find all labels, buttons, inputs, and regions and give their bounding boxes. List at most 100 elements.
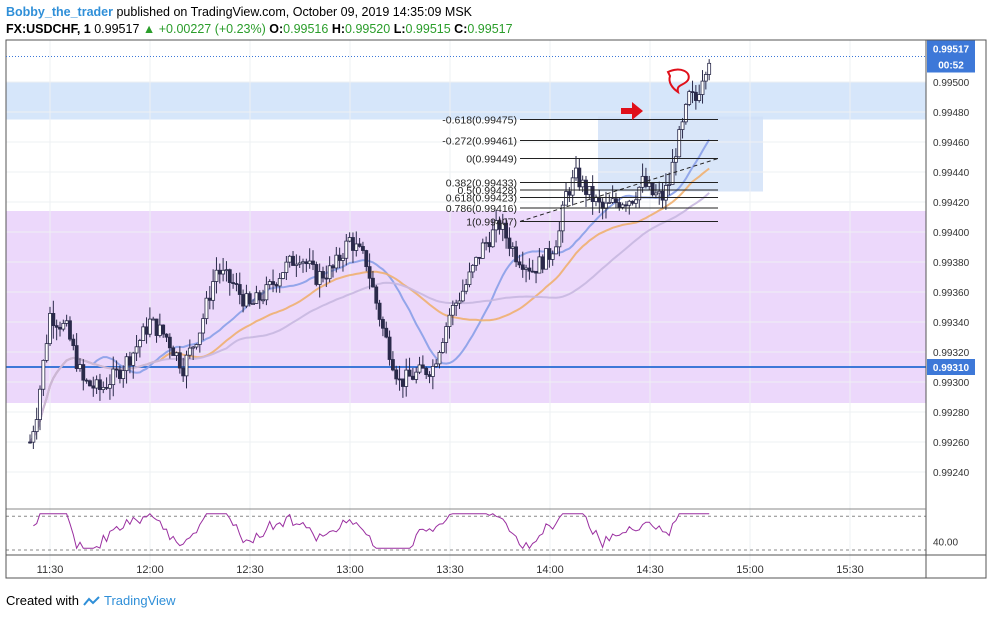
candle-body bbox=[560, 204, 565, 232]
candle-body bbox=[78, 364, 82, 369]
red-arrow-icon bbox=[621, 102, 643, 120]
candle-body bbox=[550, 253, 555, 260]
candle-body bbox=[44, 343, 49, 361]
low-value: 0.99515 bbox=[405, 22, 451, 36]
candle-body bbox=[28, 441, 32, 444]
candle-body bbox=[121, 370, 126, 379]
price-tick-label: 0.99440 bbox=[933, 168, 970, 179]
time-tick-label: 12:30 bbox=[236, 564, 264, 576]
candle-body bbox=[490, 229, 495, 248]
candle-body bbox=[247, 293, 252, 305]
candle-body bbox=[371, 277, 375, 288]
candle-body bbox=[211, 281, 216, 301]
candle-body bbox=[127, 356, 132, 366]
time-tick-label: 14:30 bbox=[636, 564, 664, 576]
candle-body bbox=[447, 314, 452, 327]
candle-body bbox=[224, 269, 229, 272]
candle-body bbox=[41, 360, 46, 390]
candle-body bbox=[151, 318, 156, 321]
candle-body bbox=[257, 292, 262, 301]
candle-body bbox=[61, 323, 66, 330]
candle-body bbox=[527, 267, 532, 272]
author-name[interactable]: Bobby_the_trader bbox=[6, 5, 113, 19]
price-tick-label: 0.99480 bbox=[933, 108, 970, 119]
candle-body bbox=[367, 266, 372, 279]
price-tick-label: 0.99360 bbox=[933, 288, 970, 299]
candle-body bbox=[440, 342, 445, 353]
candle-body bbox=[420, 364, 425, 369]
countdown-tag-label: 00:52 bbox=[938, 61, 964, 72]
fib-level-label: 0.382(0.99433) bbox=[446, 178, 517, 190]
candle-body bbox=[51, 313, 56, 326]
candle-body bbox=[637, 186, 642, 201]
candle-body bbox=[693, 91, 698, 101]
candle-body bbox=[351, 237, 355, 251]
support-level-tag-label: 0.99310 bbox=[933, 363, 970, 374]
time-tick-label: 13:30 bbox=[436, 564, 464, 576]
fib-level-label: 0.618(0.99423) bbox=[446, 193, 517, 205]
candle-body bbox=[474, 256, 479, 266]
candle-body bbox=[301, 261, 305, 264]
symbol-label: FX:USDCHF, 1 bbox=[6, 22, 91, 36]
candle-body bbox=[667, 183, 672, 186]
candle-body bbox=[484, 242, 489, 244]
fib-level-label: 0.786(0.99416) bbox=[446, 203, 517, 215]
countdown-tag-bg bbox=[927, 56, 975, 73]
candle-body bbox=[460, 290, 465, 302]
chart-frame bbox=[5, 39, 987, 579]
candle-body bbox=[314, 264, 319, 285]
candle-body bbox=[344, 240, 349, 259]
candle-body bbox=[567, 191, 572, 196]
candle-body bbox=[537, 256, 542, 274]
candle-body bbox=[564, 191, 568, 206]
low-label: L: bbox=[393, 22, 406, 36]
candle-body bbox=[261, 299, 265, 302]
price-tick-label: 0.99300 bbox=[933, 378, 970, 389]
candle-body bbox=[108, 384, 112, 389]
candle-body bbox=[334, 254, 339, 269]
candle-body bbox=[430, 366, 435, 377]
candle-body bbox=[514, 246, 518, 263]
candle-body bbox=[624, 204, 628, 207]
candle-body bbox=[480, 242, 485, 259]
chart-header: Bobby_the_trader published on TradingVie… bbox=[6, 4, 513, 38]
candle-body bbox=[31, 431, 36, 443]
candle-body bbox=[321, 271, 325, 279]
fib-retracement: -0.618(0.99475) -0.272(0.99461) 0(0.99449)… bbox=[442, 115, 719, 229]
candle-body bbox=[467, 271, 472, 285]
candle-body bbox=[570, 177, 575, 196]
candle-body bbox=[410, 375, 415, 380]
candle-body bbox=[98, 379, 102, 390]
tradingview-link[interactable]: TradingView bbox=[104, 593, 176, 608]
candle-body bbox=[557, 230, 562, 248]
candle-body bbox=[307, 260, 312, 265]
candle-body bbox=[291, 255, 295, 266]
candle-body bbox=[444, 326, 449, 343]
candle-body bbox=[134, 346, 139, 354]
candle-body bbox=[534, 270, 538, 274]
candle-body bbox=[381, 319, 385, 329]
candle-body bbox=[364, 250, 369, 268]
fib-level-label: 0(0.99449) bbox=[466, 154, 517, 166]
candle-body bbox=[347, 237, 352, 242]
candle-body bbox=[194, 344, 199, 348]
candle-body bbox=[524, 267, 528, 270]
candle-body bbox=[507, 237, 512, 249]
time-tick-label: 15:00 bbox=[736, 564, 764, 576]
candle-body bbox=[697, 94, 702, 101]
candle-body bbox=[454, 302, 459, 306]
last-price-tag: 0.99517 bbox=[927, 40, 975, 57]
candle-body bbox=[221, 269, 226, 275]
last-price-tag-label: 0.99517 bbox=[933, 45, 970, 56]
candle-body bbox=[690, 91, 695, 94]
candle-body bbox=[191, 346, 196, 349]
candle-body bbox=[464, 284, 469, 292]
price-tick-label: 0.99420 bbox=[933, 198, 970, 209]
candle-body bbox=[181, 367, 186, 377]
candle-body bbox=[284, 261, 289, 273]
candle-body bbox=[424, 367, 429, 375]
candle-body bbox=[600, 201, 605, 209]
price-tick-label: 0.99320 bbox=[933, 348, 970, 359]
candle-body bbox=[391, 359, 395, 371]
